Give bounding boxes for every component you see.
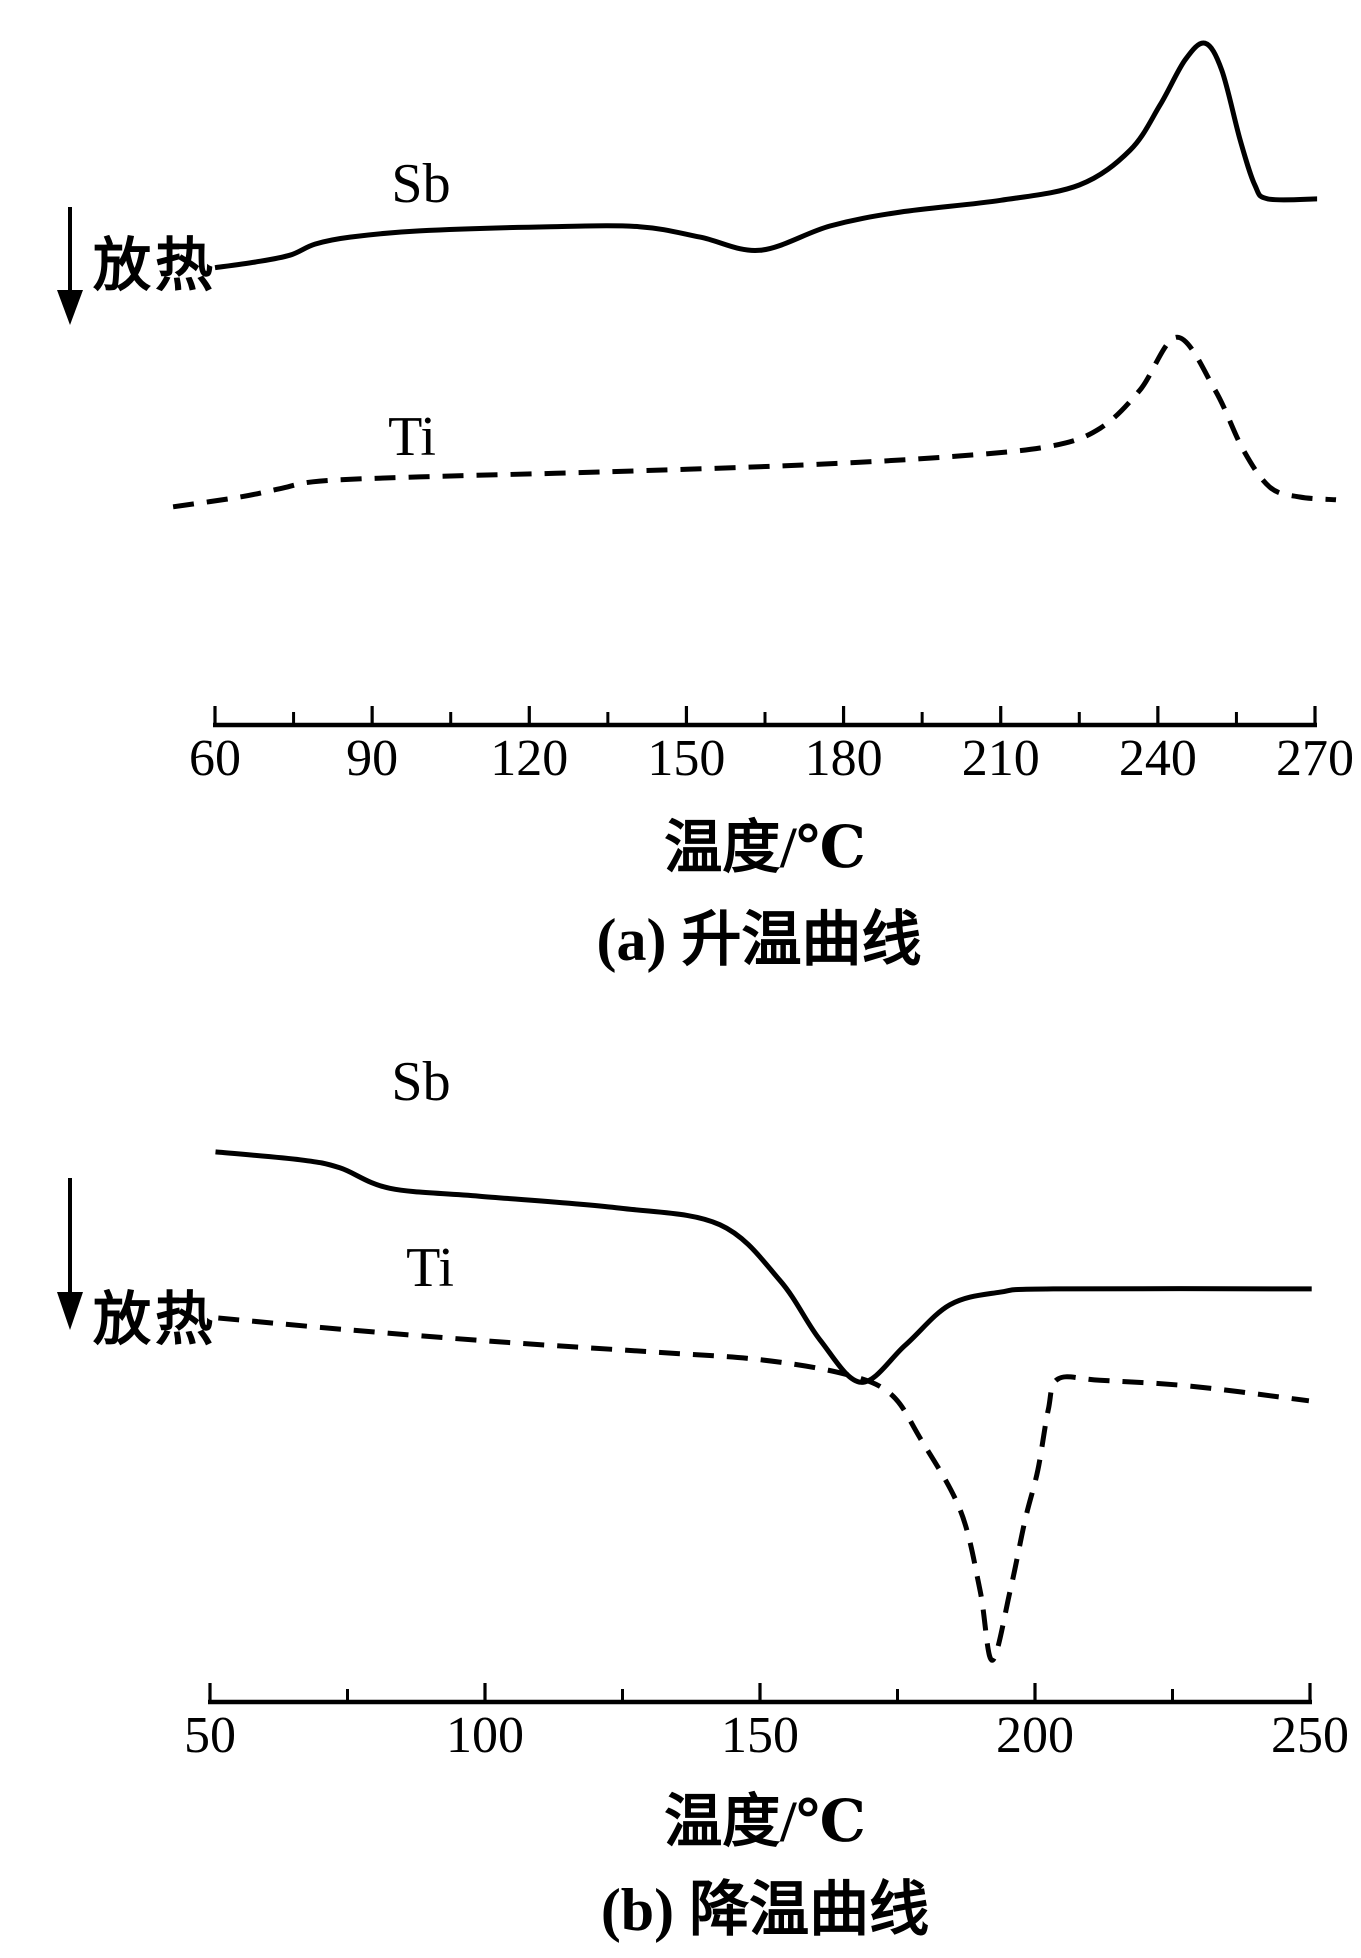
x-axis-title-panel-b: 温度/℃: [664, 1789, 866, 1854]
ti-curve-label-panel-b: Ti: [406, 1237, 454, 1299]
ti-curve-panel-b: [218, 1315, 1310, 1663]
x-tick-label-240: 240: [1119, 730, 1197, 787]
x-tick-label-90: 90: [346, 730, 398, 787]
sb-curve-label-panel-a: Sb: [391, 153, 451, 215]
x-axis-panel-a: 60 90 120 150 180 210 240 270: [189, 706, 1354, 787]
x-tick-label-50: 50: [184, 1707, 236, 1764]
x-tick-label-100: 100: [446, 1707, 524, 1764]
sb-curve-label-panel-b: Sb: [391, 1051, 451, 1113]
exo-arrow-head: [57, 1292, 83, 1330]
ti-curve-label-panel-a: Ti: [388, 406, 436, 468]
x-tick-label-150: 150: [647, 730, 725, 787]
x-tick-label-120: 120: [490, 730, 568, 787]
sb-curve-panel-a: [214, 40, 1318, 271]
x-tick-label-210: 210: [962, 730, 1040, 787]
ti-curve-panel-a: [172, 334, 1337, 510]
x-tick-label-200: 200: [996, 1707, 1074, 1764]
caption-panel-a: (a) 升温曲线: [596, 907, 922, 973]
x-tick-label-250: 250: [1271, 1707, 1349, 1764]
curves-panel-b: [215, 1149, 1312, 1663]
exo-arrow-panel-a: [57, 207, 83, 325]
sb-curve-panel-b: [215, 1149, 1312, 1385]
x-tick-label-60: 60: [189, 730, 241, 787]
exo-arrow-head: [57, 290, 83, 325]
x-axis-title-panel-a: 温度/℃: [664, 815, 866, 880]
caption-panel-b: (b) 降温曲线: [600, 1877, 930, 1943]
x-tick-label-180: 180: [805, 730, 883, 787]
exo-label-panel-a: 放热: [92, 233, 218, 298]
curves-panel-a: [172, 40, 1337, 510]
exo-label-panel-b: 放热: [92, 1287, 218, 1352]
exo-arrow-panel-b: [57, 1178, 83, 1330]
x-tick-label-270: 270: [1276, 730, 1354, 787]
x-tick-label-150: 150: [721, 1707, 799, 1764]
x-axis-panel-b: 50 100 150 200 250: [184, 1683, 1349, 1764]
